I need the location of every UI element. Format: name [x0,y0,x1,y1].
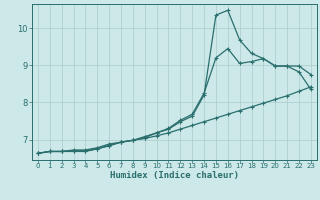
X-axis label: Humidex (Indice chaleur): Humidex (Indice chaleur) [110,171,239,180]
